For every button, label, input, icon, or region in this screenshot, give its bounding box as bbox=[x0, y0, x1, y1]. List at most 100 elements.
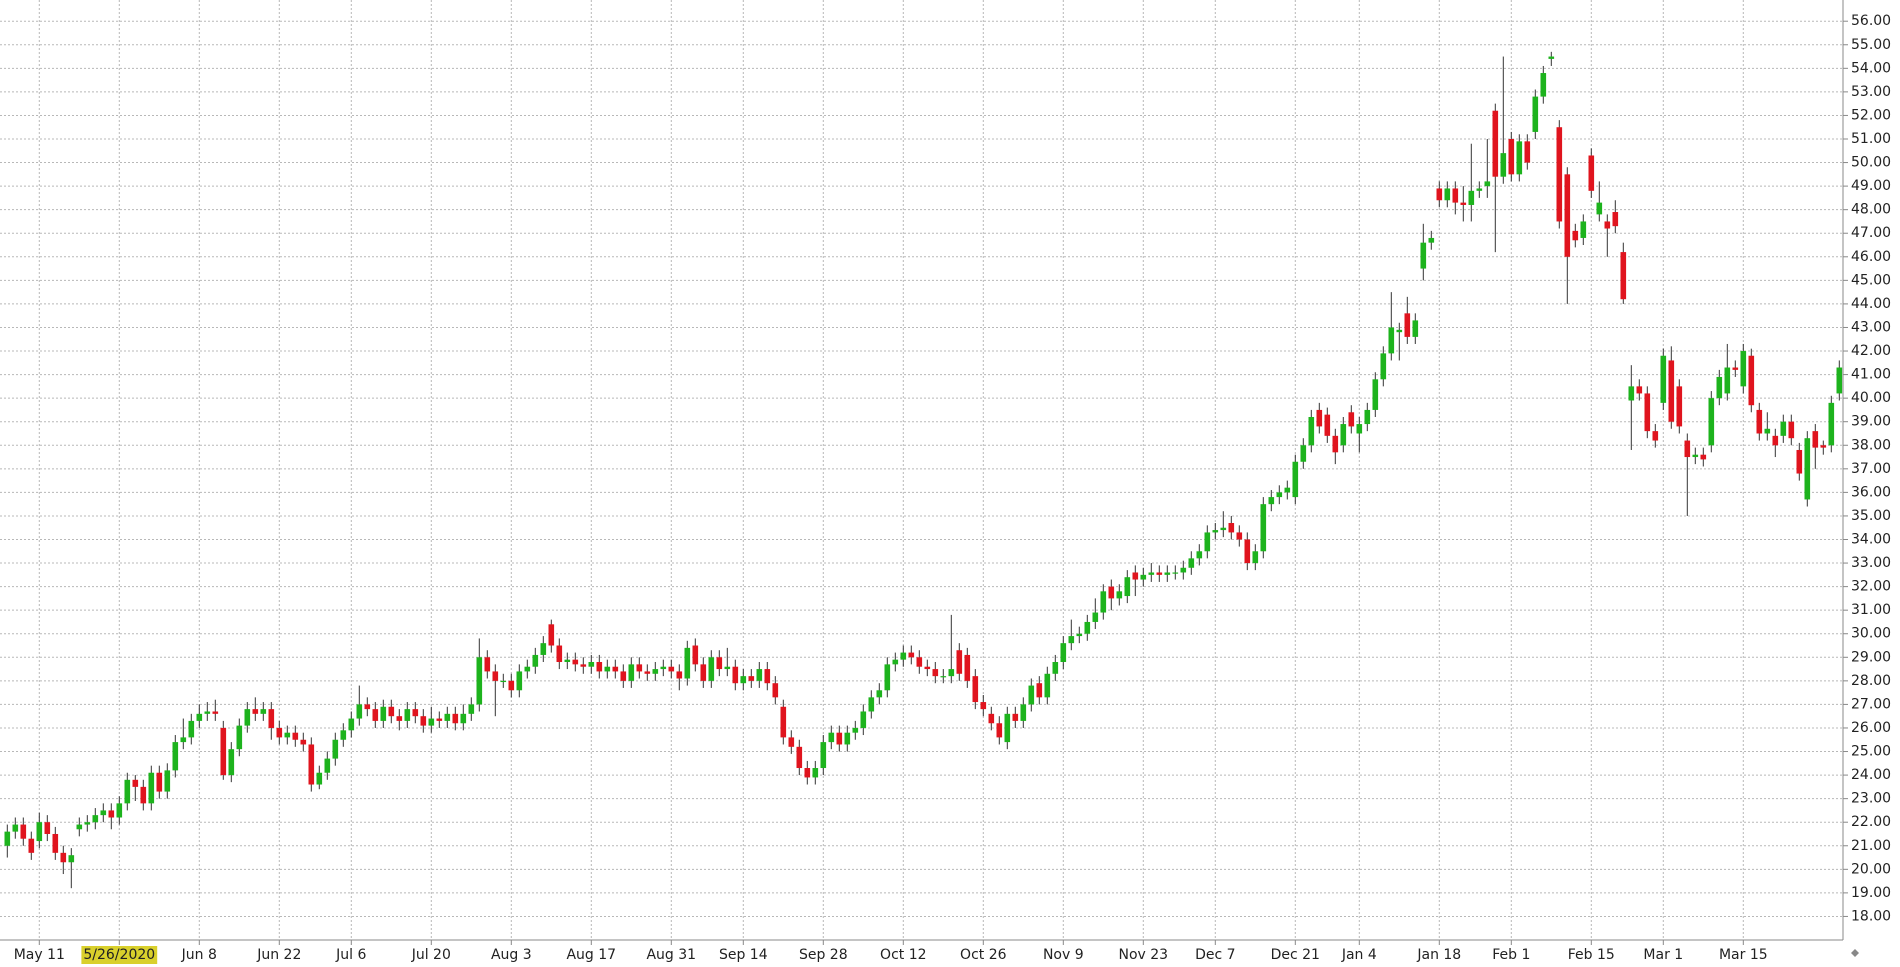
candle-body bbox=[1044, 673, 1051, 698]
candle-body bbox=[36, 822, 43, 842]
candle-body bbox=[1356, 424, 1363, 434]
candle-body bbox=[1140, 574, 1147, 580]
candle-body bbox=[100, 810, 107, 816]
candle-body bbox=[1308, 416, 1315, 446]
candle-body bbox=[1036, 683, 1043, 698]
candle-body bbox=[1660, 355, 1667, 403]
candle-body bbox=[1732, 367, 1739, 370]
candle-body bbox=[908, 652, 915, 658]
candle-body bbox=[1796, 449, 1803, 474]
y-tick-label: 27.00 bbox=[1851, 696, 1891, 712]
candle-body bbox=[1404, 313, 1411, 337]
x-tick-label: Nov 23 bbox=[1119, 947, 1169, 963]
y-tick-label: 30.00 bbox=[1851, 626, 1891, 642]
candle-body bbox=[780, 706, 787, 738]
candle-body bbox=[1524, 141, 1531, 163]
candle-body bbox=[1412, 320, 1419, 337]
candle-body bbox=[316, 772, 323, 785]
x-tick-label: Mar 15 bbox=[1719, 947, 1768, 963]
x-tick-label: Feb 15 bbox=[1568, 947, 1615, 963]
candle-body bbox=[812, 768, 819, 778]
candle-body bbox=[1052, 662, 1059, 674]
candle-body bbox=[740, 676, 747, 684]
candle-body bbox=[1012, 713, 1019, 721]
candle-body bbox=[1340, 424, 1347, 446]
y-tick-label: 32.00 bbox=[1851, 579, 1891, 595]
candle-body bbox=[1228, 523, 1235, 533]
x-tick-label: Nov 9 bbox=[1043, 947, 1084, 963]
y-tick-label: 40.00 bbox=[1851, 390, 1891, 406]
candle-body bbox=[124, 779, 131, 804]
candle-body bbox=[756, 669, 763, 681]
x-tick-label: May 11 bbox=[14, 947, 65, 963]
candle-body bbox=[1100, 591, 1107, 613]
y-tick-label: 51.00 bbox=[1851, 131, 1891, 147]
candle-body bbox=[1668, 360, 1675, 422]
candle-body bbox=[12, 824, 19, 832]
candle-body bbox=[1124, 577, 1131, 597]
candle-body bbox=[44, 822, 51, 834]
x-tick-label: Aug 31 bbox=[646, 947, 696, 963]
candle-body bbox=[1028, 685, 1035, 705]
candle-body bbox=[540, 643, 547, 655]
candle-body bbox=[620, 671, 627, 681]
candle-body bbox=[444, 713, 451, 721]
candle-body bbox=[1740, 351, 1747, 387]
candle-body bbox=[1652, 431, 1659, 441]
candle-body bbox=[996, 723, 1003, 738]
candle-body bbox=[860, 711, 867, 728]
y-tick-label: 33.00 bbox=[1851, 555, 1891, 571]
y-tick-label: 37.00 bbox=[1851, 461, 1891, 477]
candle-body bbox=[1084, 621, 1091, 634]
candle-body bbox=[1500, 153, 1507, 177]
candle-body bbox=[284, 732, 291, 738]
candle-body bbox=[388, 706, 395, 717]
candle-body bbox=[1508, 138, 1515, 175]
candle-body bbox=[868, 697, 875, 712]
candle-body bbox=[1516, 141, 1523, 175]
candle-body bbox=[1764, 428, 1771, 434]
candle-body bbox=[412, 709, 419, 717]
candle-body bbox=[924, 666, 931, 670]
x-tick-label: Aug 17 bbox=[566, 947, 616, 963]
candle-body bbox=[1436, 188, 1443, 201]
candle-body bbox=[1492, 110, 1499, 177]
candle-body bbox=[612, 666, 619, 672]
candle-body bbox=[572, 659, 579, 665]
candle-body bbox=[404, 709, 411, 721]
candle-body bbox=[1540, 73, 1547, 97]
candle-body bbox=[1324, 414, 1331, 436]
candle-body bbox=[1460, 202, 1467, 205]
candle-body bbox=[1212, 530, 1219, 533]
candle-body bbox=[1532, 96, 1539, 132]
candle-body bbox=[1636, 386, 1643, 394]
candle-body bbox=[1164, 572, 1171, 575]
candle-body bbox=[236, 725, 243, 750]
y-tick-label: 38.00 bbox=[1851, 437, 1891, 453]
candle-body bbox=[1092, 612, 1099, 622]
y-tick-label: 25.00 bbox=[1851, 744, 1891, 760]
candle-body bbox=[972, 676, 979, 703]
candle-body bbox=[268, 709, 275, 728]
candle-body bbox=[260, 709, 267, 714]
candle-body bbox=[60, 852, 67, 863]
candle-body bbox=[372, 709, 379, 721]
candle-body bbox=[876, 690, 883, 698]
candle-body bbox=[636, 664, 643, 672]
candle-body bbox=[556, 645, 563, 663]
candle-body bbox=[1076, 633, 1083, 637]
candle-body bbox=[1716, 376, 1723, 399]
candle-body bbox=[820, 742, 827, 769]
y-tick-label: 18.00 bbox=[1851, 908, 1891, 924]
candle-body bbox=[948, 669, 955, 677]
candle-body bbox=[1684, 440, 1691, 458]
candle-body bbox=[524, 666, 531, 672]
x-tick-label: Aug 3 bbox=[491, 947, 532, 963]
y-tick-label: 29.00 bbox=[1851, 649, 1891, 665]
candle-body bbox=[1292, 461, 1299, 498]
candle-body bbox=[116, 803, 123, 818]
candle-body bbox=[580, 664, 587, 667]
candle-body bbox=[708, 657, 715, 681]
y-tick-label: 34.00 bbox=[1851, 531, 1891, 547]
candle-body bbox=[468, 704, 475, 714]
